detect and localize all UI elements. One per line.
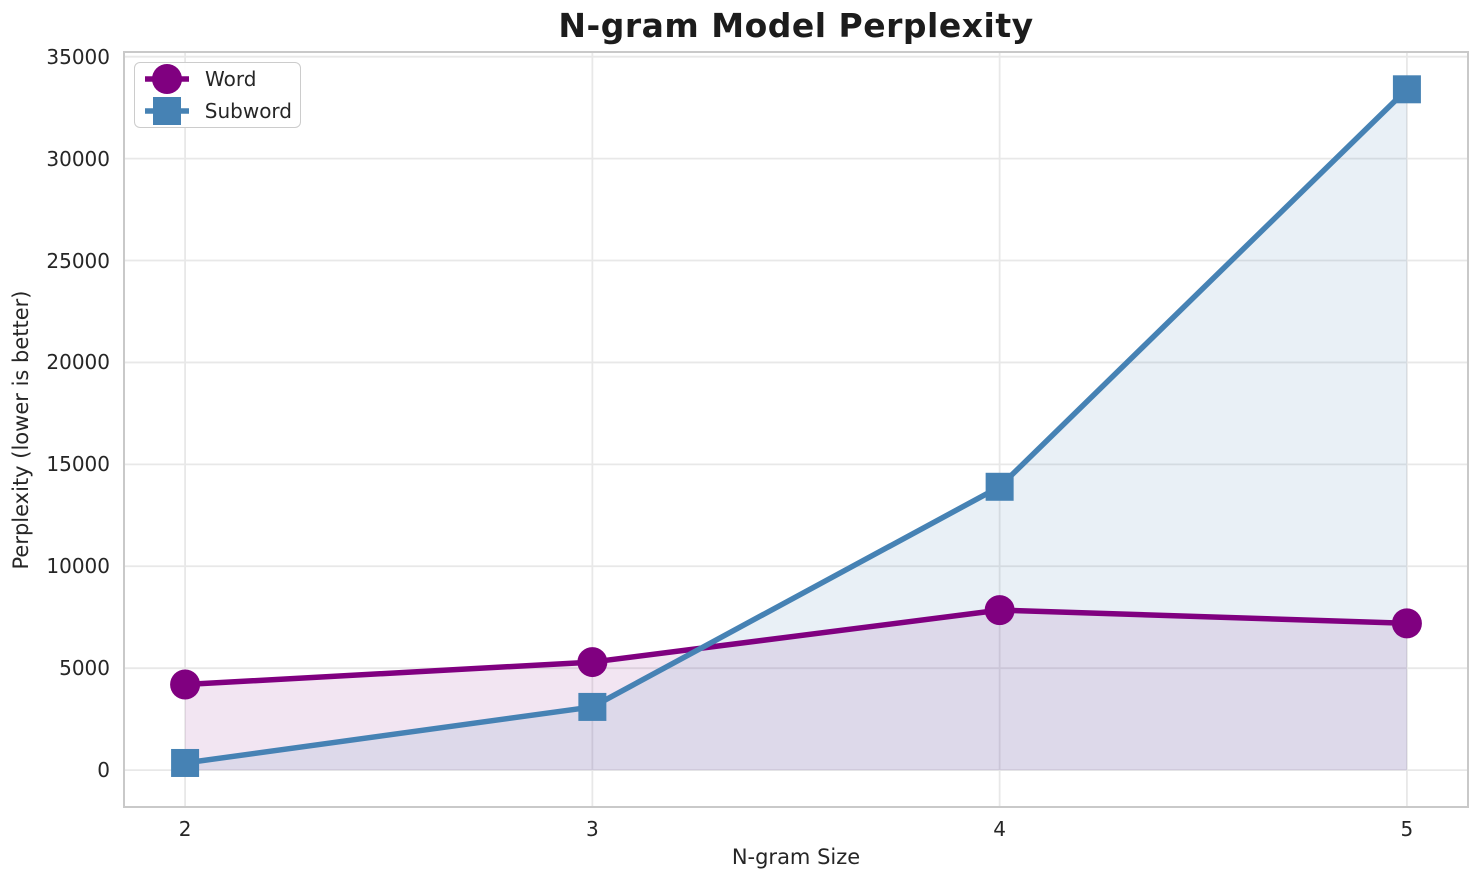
- subword-marker: [1392, 75, 1421, 104]
- subword-marker: [578, 692, 607, 721]
- word-marker: [170, 669, 201, 700]
- legend-entry-subword: Subword: [143, 96, 292, 127]
- subword-line: [182, 86, 1410, 766]
- word-marker: [984, 595, 1015, 626]
- y-tick-label: 30000: [46, 146, 110, 171]
- x-axis-label: N-gram Size: [731, 845, 861, 869]
- x-tick-label: 4: [993, 817, 1006, 841]
- chart-title: N-gram Model Perplexity: [558, 6, 1034, 45]
- x-tick-label: 3: [585, 817, 599, 841]
- y-tick-label: 15000: [46, 452, 110, 477]
- word-marker: [1391, 608, 1422, 639]
- subword-area: [185, 89, 1407, 771]
- plot-border: [123, 51, 1469, 808]
- word-marker: [577, 647, 608, 678]
- x-tick-label: 2: [178, 817, 192, 841]
- legend-label: Word: [205, 67, 257, 91]
- subword-marker: [171, 748, 200, 777]
- y-tick-label: 5000: [59, 656, 110, 681]
- word-line: [182, 607, 1410, 688]
- y-tick-label: 35000: [46, 44, 110, 69]
- y-tick-label: 20000: [46, 350, 110, 375]
- square-legend-marker-icon: [145, 97, 189, 125]
- y-tick-label: 25000: [46, 248, 110, 273]
- legend-entry-word: Word: [143, 64, 292, 95]
- y-tick-label: 0: [97, 758, 110, 783]
- legend-label: Subword: [204, 99, 292, 123]
- subword-marker: [985, 472, 1014, 501]
- x-tick-label: 5: [1400, 817, 1414, 841]
- legend: Word Subword: [134, 62, 301, 128]
- circle-legend-marker-icon: [145, 64, 189, 94]
- y-tick-label: 10000: [46, 554, 110, 579]
- word-area: [185, 610, 1407, 771]
